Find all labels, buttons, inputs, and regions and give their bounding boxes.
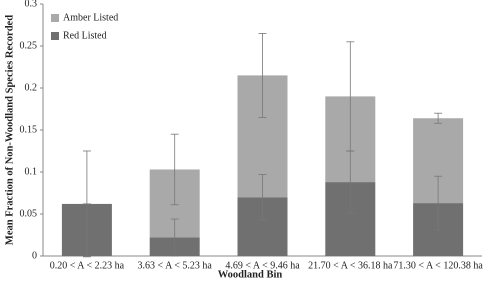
x-tick-label: 0.20 < A < 2.23 ha (50, 260, 125, 271)
error-bar (434, 175, 443, 231)
error-bar (170, 218, 179, 257)
y-tick-label: 0.2 (25, 82, 38, 93)
x-tick-label: 3.63 < A < 5.23 ha (138, 260, 213, 271)
error-bar (346, 41, 355, 152)
error-bar (170, 133, 179, 206)
legend-label: Red Listed (63, 30, 107, 41)
x-tick-label: 4.69 < A < 9.46 ha (225, 260, 300, 271)
y-tick-label: 0 (32, 250, 37, 261)
y-tick-label: 0.05 (20, 208, 38, 219)
y-tick-label: 0.25 (20, 40, 38, 51)
error-bar (434, 112, 443, 124)
legend-swatch (51, 14, 59, 22)
legend-label: Amber Listed (63, 12, 118, 23)
x-axis-title: Woodland Bin (218, 269, 283, 280)
y-tick-label: 0.15 (20, 124, 38, 135)
x-tick-label: 71.30 < A < 120.38 ha (393, 260, 483, 271)
y-tick-label: 0.3 (25, 0, 38, 9)
legend-swatch (51, 32, 59, 40)
y-axis-title: Mean Fraction of Non-Woodland Species Re… (4, 15, 15, 245)
x-tick-label: 21.70 < A < 36.18 ha (308, 260, 393, 271)
error-bar (258, 174, 267, 221)
error-bar (258, 33, 267, 118)
y-tick-label: 0.1 (25, 166, 38, 177)
